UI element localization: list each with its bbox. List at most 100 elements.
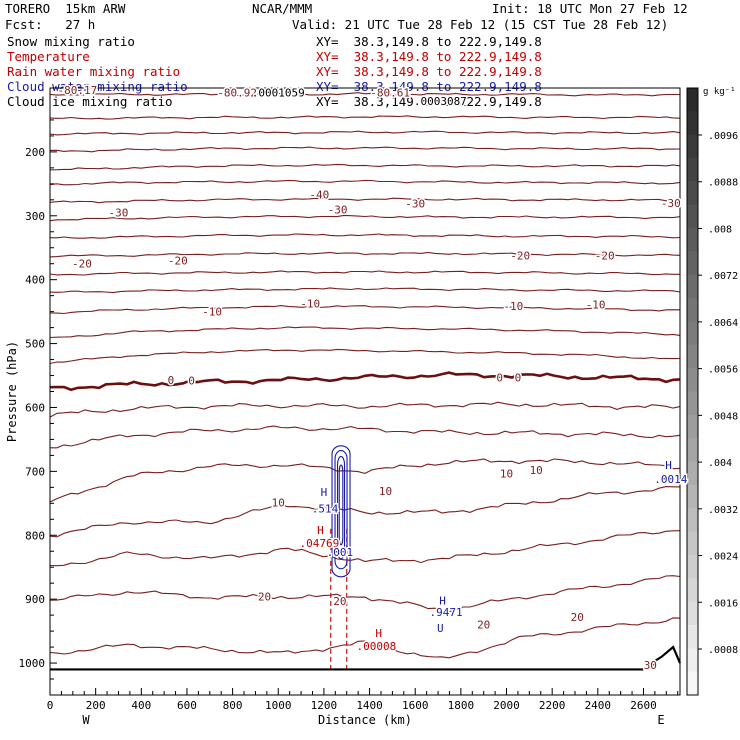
field-name: Snow mixing ratio [7, 34, 135, 49]
cloud-water-contour [331, 445, 351, 578]
colorbar-swatch [687, 414, 698, 439]
isotherm-label: 0 [168, 374, 175, 387]
colorbar-frame [686, 87, 699, 696]
colorbar-swatch [687, 88, 698, 112]
freezing-level-contour [49, 371, 681, 392]
field-xy: XY= 38.3,149.8 to 222.9,149.8 [316, 79, 542, 94]
x-tick-label: 200 [86, 699, 106, 712]
isotherm-line [49, 575, 681, 613]
extremum-label: .9471 [429, 606, 462, 619]
colorbar-swatch [687, 368, 698, 392]
colorbar-swatch [687, 344, 698, 369]
colorbar-swatch [687, 158, 698, 182]
isotherm-label: 10 [379, 485, 392, 498]
colorbar-label: .0072 [708, 271, 738, 282]
colorbar-swatch [687, 648, 698, 673]
cloud-water-contour [338, 464, 344, 546]
colorbar-label: .0032 [708, 505, 738, 516]
colorbar-label: .0016 [708, 598, 738, 609]
isotherm-line [49, 530, 681, 567]
extremum-label: H [665, 459, 672, 472]
cloud-water-contour [334, 450, 348, 570]
y-tick-label: 400 [25, 274, 45, 287]
colorbar-swatch [687, 321, 698, 346]
colorbar-swatch [687, 461, 698, 486]
x-tick-label: 0 [47, 699, 54, 712]
isotherm-label: -30 [405, 198, 425, 211]
isotherm-label: -40 [309, 189, 329, 202]
colorbar-swatch [687, 111, 698, 136]
colorbar-swatch [687, 298, 698, 322]
isotherm-label: 0 [188, 375, 195, 388]
colorbar-swatch [687, 134, 698, 159]
field-name: Temperature [7, 49, 90, 64]
isotherm-label: -20 [72, 258, 92, 271]
isotherm-line [50, 425, 681, 449]
isotherm-line [49, 617, 681, 659]
field-name: Rain water mixing ratio [7, 64, 181, 79]
contour-labels: -40-30 -30 -30 -30-20 -20 -20 -20-10-10 -10 -100… [56, 82, 689, 673]
valid-time: Valid: 21 UTC Tue 28 Feb 12 (15 CST Tue … [292, 17, 669, 32]
extremum-label: H [375, 627, 382, 640]
model-name: TORERO 15km ARW [5, 1, 126, 16]
isotherm-line [49, 92, 680, 97]
plot-frame [49, 87, 681, 696]
isotherm-label: 10 [530, 464, 543, 477]
isotherm-line [49, 401, 681, 418]
isotherm-line [49, 163, 681, 171]
top-value-label: -80.92 [217, 86, 257, 99]
extremum-label: .001 [327, 546, 354, 559]
isotherm-line [49, 146, 681, 153]
y-tick-label: 600 [25, 401, 45, 414]
west-label: W [82, 713, 90, 727]
colorbar-label: .0008 [708, 645, 738, 656]
colorbar-swatch [687, 601, 698, 626]
x-axis-title: Distance (km) [318, 713, 412, 727]
colorbar-swatch [687, 508, 698, 533]
colorbar-swatch [687, 181, 698, 206]
x-tick-label: 600 [177, 699, 197, 712]
isotherm-line [49, 348, 681, 365]
isotherm-label: 20 [333, 595, 346, 608]
x-tick-label: 1000 [265, 699, 292, 712]
colorbar-swatch [687, 391, 698, 416]
temperature-contours [49, 92, 681, 659]
isotherm-label: -30 [109, 207, 129, 220]
top-value-label: .0003087 [414, 95, 467, 108]
isotherm-label: 30 [644, 659, 657, 672]
isotherm-line [49, 214, 681, 222]
y-tick-label: 200 [25, 146, 45, 159]
y-tick-label: 1000 [19, 657, 46, 670]
init-time: Init: 18 UTC Mon 27 Feb 12 [492, 1, 688, 16]
colorbar-label: .0096 [708, 131, 738, 142]
colorbar-swatch [687, 578, 698, 603]
top-value-label: -80.61 [370, 86, 410, 99]
isotherm-line [49, 270, 680, 276]
x-tick-label: 1400 [356, 699, 383, 712]
isotherm-line [49, 305, 681, 315]
isotherm-label: 20 [258, 591, 271, 604]
colorbar-label: .0064 [708, 318, 738, 329]
isotherm-label: -30 [661, 197, 681, 210]
x-tick-label: 2200 [539, 699, 566, 712]
colorbar-swatch [687, 251, 698, 276]
isotherm-label: 20 [477, 619, 490, 632]
isotherm-label: -10 [202, 306, 222, 319]
isotherm-label: -20 [168, 255, 188, 268]
x-tick-label: 2400 [585, 699, 612, 712]
overlays [50, 445, 682, 671]
isotherm-label: 0 [496, 371, 503, 384]
colorbar-unit: g kg⁻¹ [703, 87, 736, 97]
extremum-label: .514 [312, 502, 339, 515]
x-tick-label: 1600 [402, 699, 429, 712]
extremum-label: .0014 [654, 473, 687, 486]
x-tick-label: 800 [223, 699, 243, 712]
colorbar-swatch [687, 274, 698, 299]
x-tick-label: 1800 [448, 699, 475, 712]
y-axis-title: Pressure (hPa) [5, 341, 19, 442]
y-tick-label: 900 [25, 593, 45, 606]
extremum-label: H [321, 486, 328, 499]
center-name: NCAR/MMM [252, 1, 313, 16]
isotherm-label: 10 [500, 467, 513, 480]
